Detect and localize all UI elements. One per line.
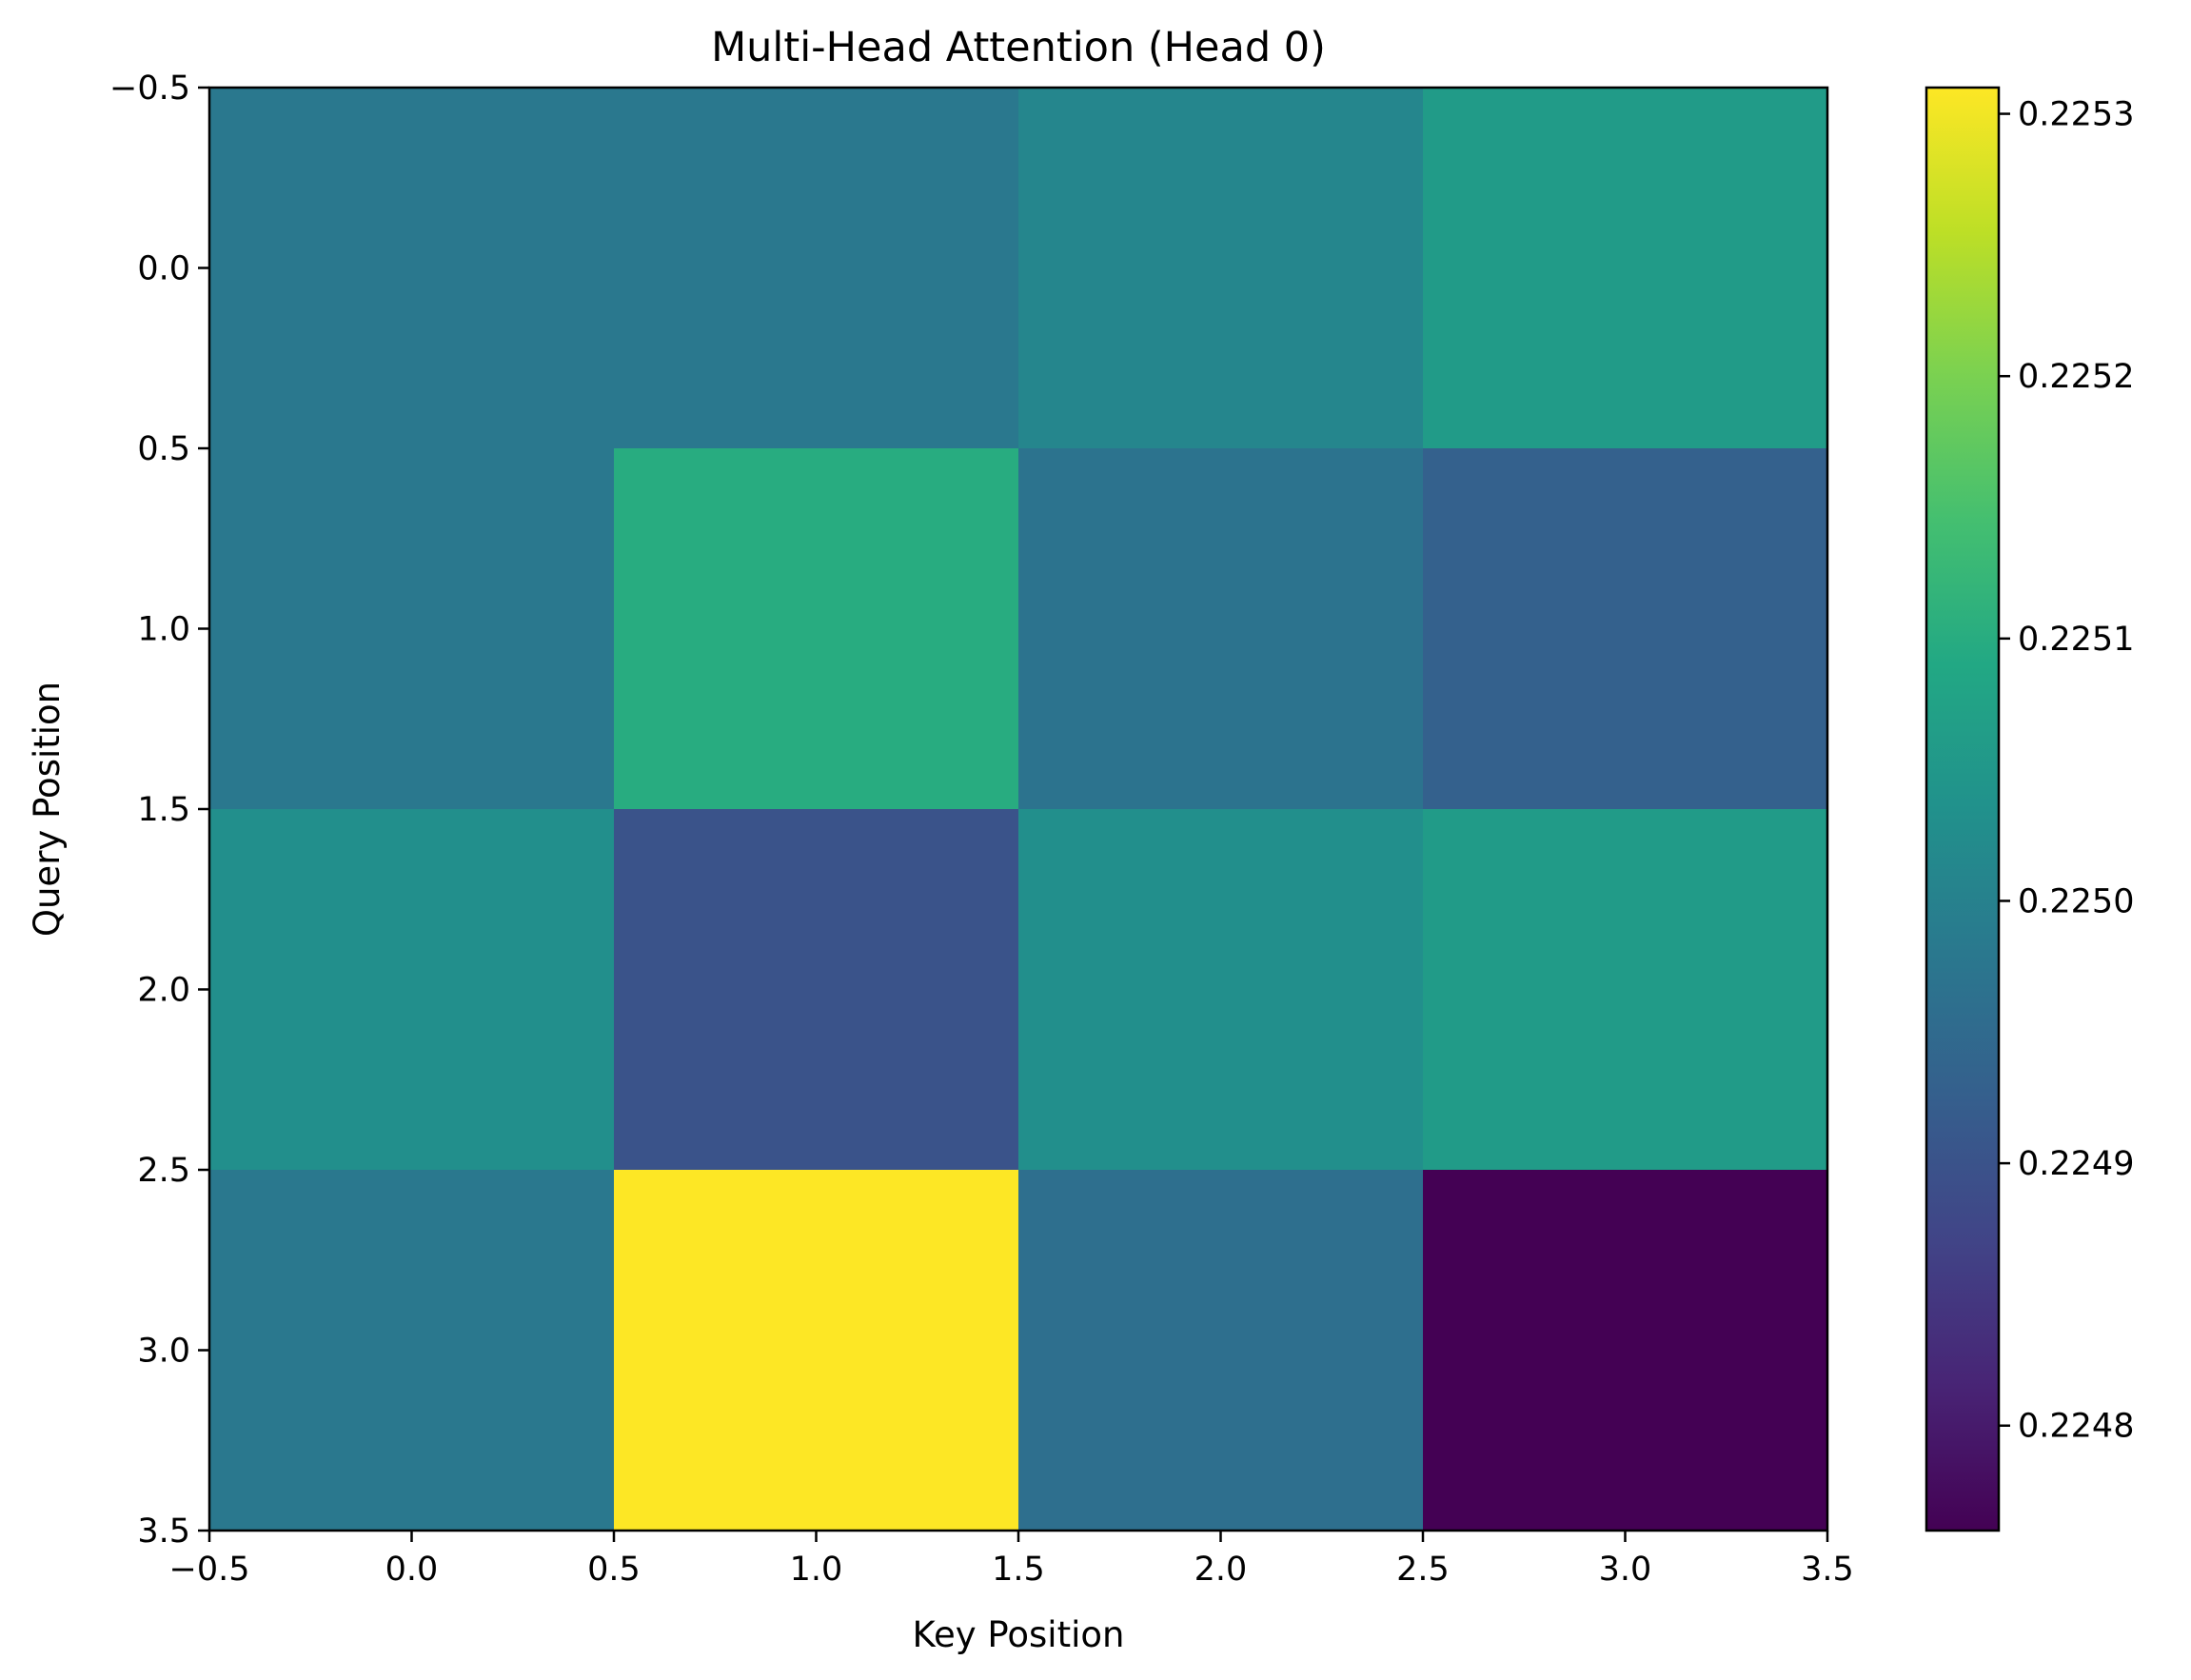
heatmap-cell-r1-c3 [1423,448,1828,810]
x-tick-label: 0.5 [587,1551,641,1589]
heatmap-cell-r3-c0 [209,1170,615,1532]
heatmap-cell-r0-c2 [1018,88,1424,449]
colorbar-tick-label: 0.2253 [2018,96,2134,134]
x-tick-label: 1.0 [790,1551,843,1589]
heatmap-cell-r2-c0 [209,809,615,1171]
y-tick-label: −0.5 [109,69,190,108]
heatmap-cell-r2-c2 [1018,809,1424,1171]
colorbar-tick-label: 0.2250 [2018,882,2134,920]
y-tick-label: 2.5 [137,1152,190,1190]
y-axis-label: Query Position [27,682,68,937]
x-tick-label: −0.5 [169,1551,250,1589]
heatmap-cells [209,88,1828,1532]
colorbar [1925,86,2001,1532]
y-tick-label: 3.5 [137,1512,190,1551]
heatmap-cell-r1-c2 [1018,448,1424,810]
x-tick-label: 2.0 [1194,1551,1248,1589]
heatmap-cell-r0-c1 [614,88,1019,449]
colorbar-tick-label: 0.2248 [2018,1408,2134,1446]
y-tick-label: 0.0 [137,250,190,288]
x-tick-label: 0.0 [385,1551,439,1589]
heatmap-cell-r2-c3 [1423,809,1828,1171]
y-axis: −0.5 0.0 0.5 1.0 1.5 2.0 2.5 3.0 3.5 [109,69,209,1551]
heatmap-cell-r3-c2 [1018,1170,1424,1532]
x-axis: −0.5 0.0 0.5 1.0 1.5 2.0 2.5 3.0 3.5 [169,1531,1854,1589]
x-tick-label: 3.0 [1599,1551,1652,1589]
x-tick-label: 3.5 [1801,1551,1854,1589]
colorbar-tick-label: 0.2251 [2018,621,2134,659]
y-tick-label: 1.0 [137,611,190,649]
x-tick-label: 1.5 [992,1551,1045,1589]
heatmap-cell-r1-c1 [614,448,1019,810]
x-tick-label: 2.5 [1396,1551,1450,1589]
heatmap-cell-r3-c3 [1423,1170,1828,1532]
heatmap-cell-r1-c0 [209,448,615,810]
heatmap-cell-r3-c1 [614,1170,1019,1532]
y-tick-label: 3.0 [137,1333,190,1371]
colorbar-tick-label: 0.2249 [2018,1145,2134,1183]
heatmap-cell-r2-c1 [614,809,1019,1171]
y-tick-label: 0.5 [137,430,190,468]
y-tick-label: 2.0 [137,972,190,1010]
colorbar-ticks: 0.2248 0.2249 0.2250 0.2251 0.2252 0.2253 [1999,96,2134,1446]
chart-title: Multi-Head Attention (Head 0) [711,24,1326,71]
heatmap-cell-r0-c0 [209,88,615,449]
y-tick-label: 1.5 [137,791,190,829]
colorbar-tick-label: 0.2252 [2018,358,2134,396]
x-axis-label: Key Position [913,1614,1125,1655]
heatmap-cell-r0-c3 [1423,88,1828,449]
